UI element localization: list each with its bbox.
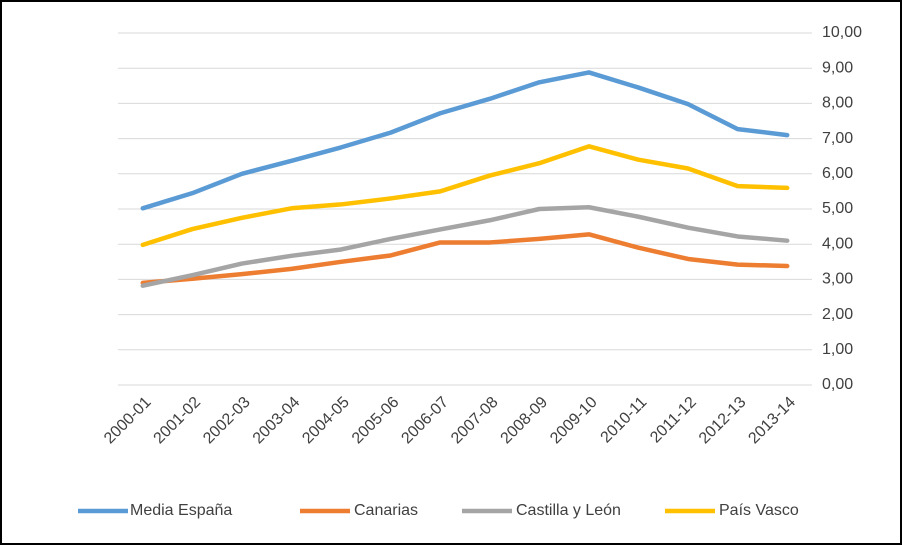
y-tick-label: 5,00 — [822, 200, 853, 217]
legend-label: Media España — [130, 502, 232, 519]
y-tick-label: 7,00 — [822, 130, 853, 147]
y-tick-label: 1,00 — [822, 341, 853, 358]
y-tick-label: 3,00 — [822, 271, 853, 288]
legend-label: Canarias — [354, 502, 418, 519]
y-tick-label: 0,00 — [822, 376, 853, 393]
legend-label: Castilla y León — [516, 502, 621, 519]
series-line — [140, 144, 790, 248]
legend-label: País Vasco — [719, 502, 799, 519]
y-tick-label: 9,00 — [822, 59, 853, 76]
y-tick-label: 2,00 — [822, 306, 853, 323]
series-line — [140, 70, 790, 211]
y-tick-label: 10,00 — [822, 24, 862, 41]
y-tick-label: 4,00 — [822, 235, 853, 252]
series-line — [140, 232, 790, 286]
y-tick-label: 6,00 — [822, 165, 853, 182]
y-tick-label: 8,00 — [822, 95, 853, 112]
series-line — [140, 204, 790, 288]
